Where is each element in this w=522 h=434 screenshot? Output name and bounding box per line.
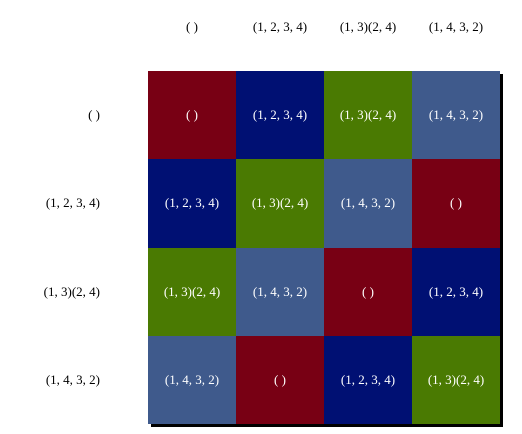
table-cell: (1, 4, 3, 2) [148,335,236,424]
column-header: (1, 3)(2, 4) [339,19,397,34]
table-cell: (1, 2, 3, 4) [412,247,500,336]
table-cell: (1, 3)(2, 4) [236,159,324,248]
table-cell: (1, 2, 3, 4) [236,71,324,160]
column-header: ( ) [186,19,198,34]
row-header: (1, 3)(2, 4) [43,283,100,299]
table-cell: (1, 3)(2, 4) [148,247,236,336]
table-cell: (1, 4, 3, 2) [412,71,500,160]
table-cell: (1, 4, 3, 2) [324,159,412,248]
row-header: ( ) [88,107,100,123]
row-header: (1, 2, 3, 4) [45,195,100,211]
cayley-table: ( ) (1, 2, 3, 4) (1, 3)(2, 4) (1, 4, 3, 2)(… [148,71,500,424]
table-cell: (1, 4, 3, 2) [236,247,324,336]
row-header: (1, 4, 3, 2) [45,371,100,387]
table-cell: (1, 3)(2, 4) [324,71,412,160]
table-cell: ( ) [236,335,324,424]
column-header: (1, 2, 3, 4) [252,19,308,34]
table-cell: ( ) [324,247,412,336]
table-cell: (1, 2, 3, 4) [148,159,236,248]
column-header: (1, 4, 3, 2) [428,19,484,34]
table-cell: ( ) [148,71,236,160]
table-cell: (1, 2, 3, 4) [324,335,412,424]
table-cell: ( ) [412,159,500,248]
table-cell: (1, 3)(2, 4) [412,335,500,424]
